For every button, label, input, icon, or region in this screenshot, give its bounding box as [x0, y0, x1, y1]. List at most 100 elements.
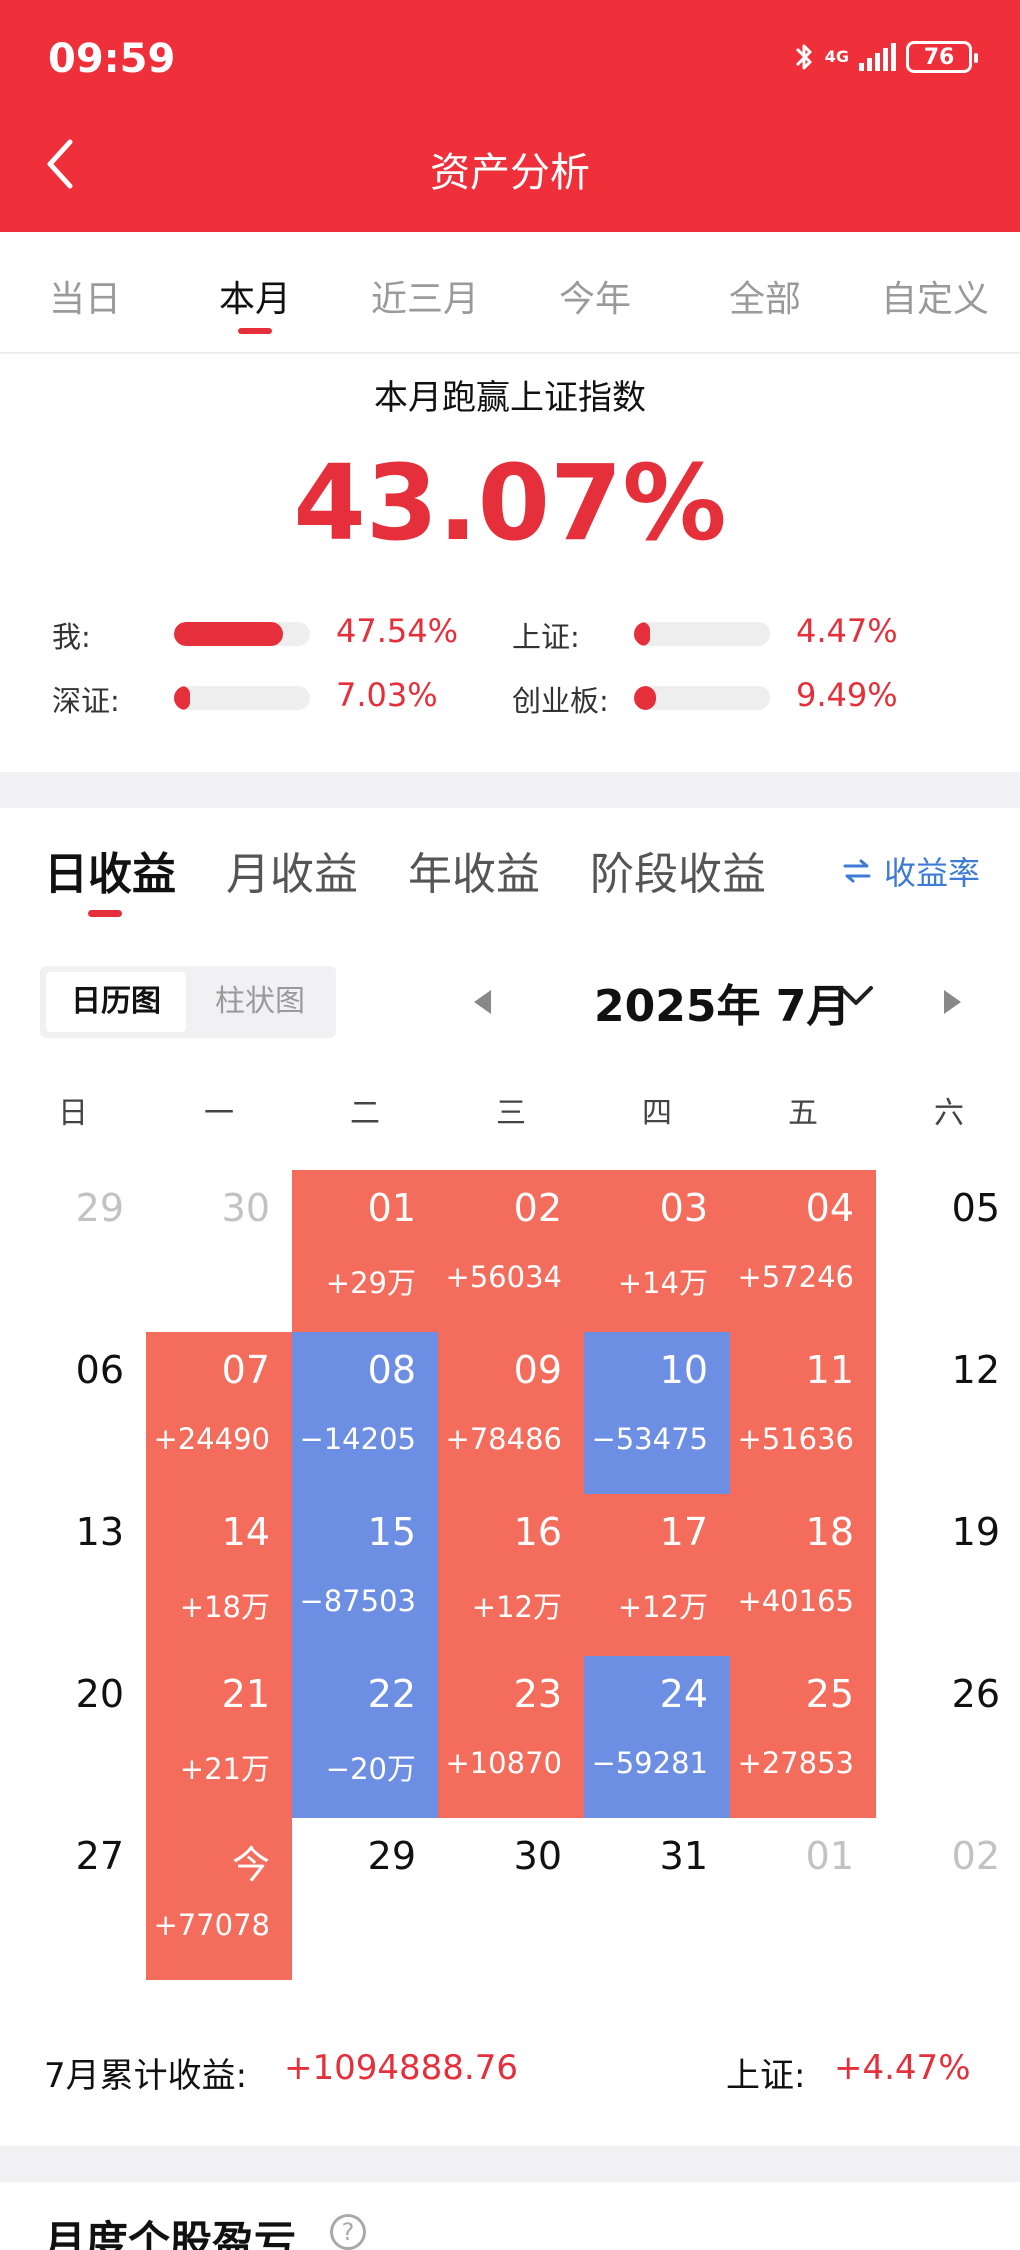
- calendar-day[interactable]: 02: [876, 1818, 1020, 1980]
- calendar-day[interactable]: 11 +51636: [730, 1332, 876, 1494]
- compare-bar-me: [174, 622, 310, 646]
- day-profit: +10870: [445, 1746, 562, 1780]
- day-number: 21: [221, 1672, 270, 1716]
- calendar-day[interactable]: 07 +24490: [146, 1332, 292, 1494]
- compare-label-chinext: 创业板:: [512, 684, 609, 718]
- day-profit: −53475: [591, 1422, 708, 1456]
- compare-bar-shenzhen: [174, 686, 310, 710]
- day-profit: +27853: [737, 1746, 854, 1780]
- day-profit: +14万: [617, 1266, 708, 1300]
- help-icon[interactable]: ?: [330, 2214, 366, 2250]
- day-number: 29: [75, 1186, 124, 1230]
- day-number: 01: [805, 1834, 854, 1878]
- day-number: 09: [513, 1348, 562, 1392]
- tab-all[interactable]: 全部: [728, 279, 801, 320]
- calendar-day[interactable]: 29: [0, 1170, 146, 1332]
- calendar-day[interactable]: 29: [292, 1818, 438, 1980]
- day-profit: +77078: [153, 1908, 270, 1942]
- summary-value: 43.07%: [293, 442, 727, 564]
- status-icons: 4G 76: [793, 40, 978, 74]
- calendar-day[interactable]: 08 −14205: [292, 1332, 438, 1494]
- day-number: 25: [805, 1672, 854, 1716]
- monthly-stock-pnl-title: 月度个股盈亏: [44, 2217, 297, 2250]
- tab-custom[interactable]: 自定义: [880, 279, 989, 320]
- network-label: 4G: [824, 47, 849, 66]
- calendar-day[interactable]: 30: [146, 1170, 292, 1332]
- calendar-day[interactable]: 25 +27853: [730, 1656, 876, 1818]
- calendar-day[interactable]: 23 +10870: [438, 1656, 584, 1818]
- calendar-day[interactable]: 03 +14万: [584, 1170, 730, 1332]
- calendar-day[interactable]: 06: [0, 1332, 146, 1494]
- page-title: 资产分析: [430, 150, 590, 196]
- back-arrow-icon[interactable]: [40, 134, 84, 194]
- calendar-day[interactable]: 22 −20万: [292, 1656, 438, 1818]
- view-toggle: 日历图 柱状图: [40, 966, 336, 1038]
- cumulative-value: +1094888.76: [284, 2048, 518, 2088]
- day-number: 17: [659, 1510, 708, 1554]
- calendar-day[interactable]: 21 +21万: [146, 1656, 292, 1818]
- day-number: 11: [805, 1348, 854, 1392]
- calendar-day[interactable]: 20: [0, 1656, 146, 1818]
- tab-stage-income[interactable]: 阶段收益: [590, 849, 766, 900]
- calendar-day[interactable]: 19: [876, 1494, 1020, 1656]
- tab-three-months[interactable]: 近三月: [370, 279, 479, 320]
- day-profit: −14205: [299, 1422, 416, 1456]
- calendar-day[interactable]: 16 +12万: [438, 1494, 584, 1656]
- calendar-day[interactable]: 26: [876, 1656, 1020, 1818]
- tab-indicator: [88, 910, 122, 917]
- calendar-view-button[interactable]: 日历图: [46, 972, 186, 1032]
- day-number: 27: [75, 1834, 124, 1878]
- calendar-day[interactable]: 31: [584, 1818, 730, 1980]
- tab-today[interactable]: 当日: [48, 279, 121, 320]
- day-profit: +12万: [617, 1590, 708, 1624]
- calendar-day[interactable]: 18 +40165: [730, 1494, 876, 1656]
- calendar-day[interactable]: 01: [730, 1818, 876, 1980]
- calendar-day[interactable]: 今 +77078: [146, 1818, 292, 1980]
- day-number: 26: [951, 1672, 1000, 1716]
- day-profit: +12万: [471, 1590, 562, 1624]
- weekday-label: 二: [350, 1096, 380, 1131]
- calendar-day[interactable]: 04 +57246: [730, 1170, 876, 1332]
- compare-bar-shanghai: [634, 622, 770, 646]
- bar-view-button[interactable]: 柱状图: [215, 984, 305, 1019]
- calendar-day[interactable]: 01 +29万: [292, 1170, 438, 1332]
- calendar-day[interactable]: 30: [438, 1818, 584, 1980]
- calendar-day[interactable]: 17 +12万: [584, 1494, 730, 1656]
- signal-icon: [859, 43, 896, 71]
- calendar-day[interactable]: 10 −53475: [584, 1332, 730, 1494]
- tab-monthly-income[interactable]: 月收益: [226, 849, 358, 900]
- calendar-day[interactable]: 13: [0, 1494, 146, 1656]
- calendar-day[interactable]: 24 −59281: [584, 1656, 730, 1818]
- tab-this-month[interactable]: 本月: [170, 270, 340, 334]
- day-number: 31: [659, 1834, 708, 1878]
- day-profit: +57246: [737, 1260, 854, 1294]
- calendar-day[interactable]: 02 +56034: [438, 1170, 584, 1332]
- weekday-label: 四: [642, 1096, 672, 1131]
- day-number: 12: [951, 1348, 1000, 1392]
- day-number: 14: [221, 1510, 270, 1554]
- month-selector[interactable]: 2025年 7月: [594, 981, 851, 1032]
- calendar-day[interactable]: 12: [876, 1332, 1020, 1494]
- day-profit: −20万: [325, 1752, 416, 1786]
- weekday-label: 六: [934, 1096, 964, 1131]
- chevron-down-icon[interactable]: [838, 984, 874, 1008]
- day-number: 03: [659, 1186, 708, 1230]
- weekday-label: 三: [496, 1096, 526, 1131]
- tab-yearly-income[interactable]: 年收益: [408, 849, 540, 900]
- next-month-icon[interactable]: [944, 990, 961, 1014]
- day-number: 24: [659, 1672, 708, 1716]
- tab-this-year[interactable]: 今年: [558, 279, 631, 320]
- day-number: 13: [75, 1510, 124, 1554]
- tab-daily-income[interactable]: 日收益: [44, 849, 176, 900]
- calendar-day[interactable]: 05: [876, 1170, 1020, 1332]
- calendar-day[interactable]: 09 +78486: [438, 1332, 584, 1494]
- yield-rate-toggle[interactable]: 收益率: [842, 848, 980, 894]
- calendar-day[interactable]: 15 −87503: [292, 1494, 438, 1656]
- calendar-day[interactable]: 14 +18万: [146, 1494, 292, 1656]
- weekday-label: 五: [788, 1096, 818, 1131]
- day-number: 04: [805, 1186, 854, 1230]
- prev-month-icon[interactable]: [474, 990, 491, 1014]
- calendar-day[interactable]: 27: [0, 1818, 146, 1980]
- day-profit: +18万: [179, 1590, 270, 1624]
- day-number: 07: [221, 1348, 270, 1392]
